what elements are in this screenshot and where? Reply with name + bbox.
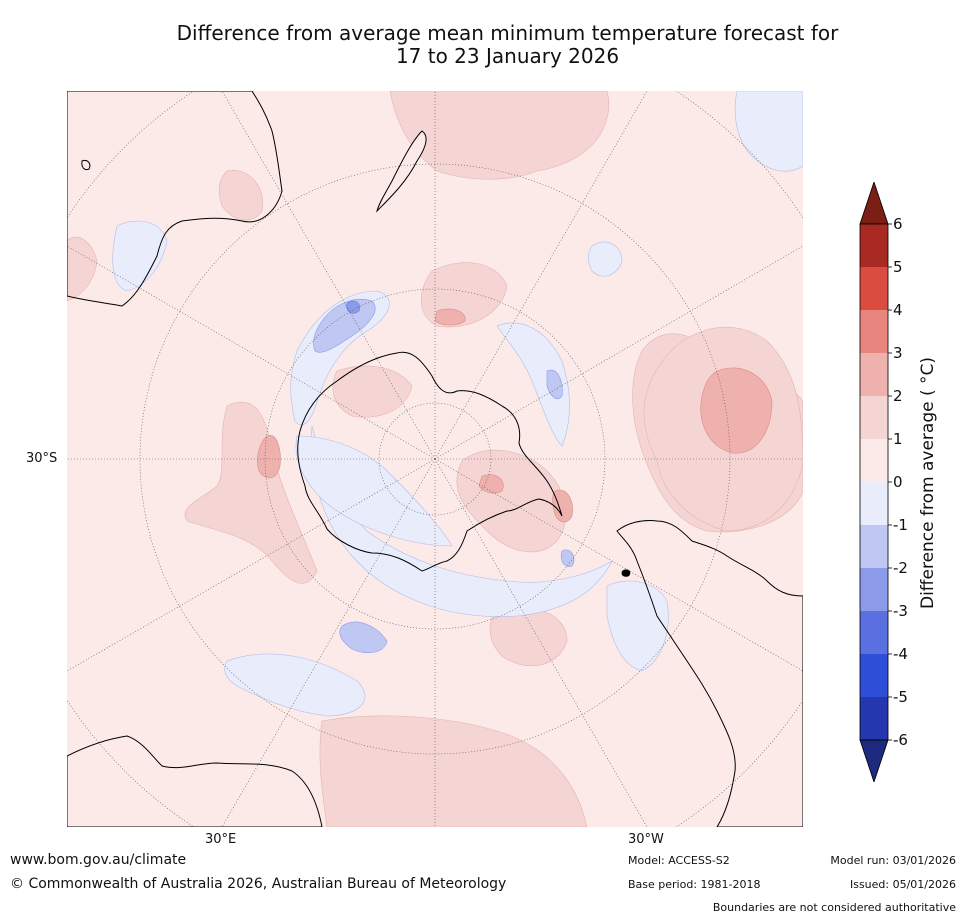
cool-core-south-pacific bbox=[560, 549, 575, 567]
colorbar-band-0-1 bbox=[860, 439, 888, 482]
colorbar bbox=[859, 182, 892, 782]
colorbar-band-3-4 bbox=[860, 310, 888, 353]
cool-anomaly-cores bbox=[313, 298, 575, 654]
colorbar-tick-label: -3 bbox=[893, 602, 908, 620]
longitude-lines bbox=[67, 91, 803, 827]
colorbar-band-4-5 bbox=[860, 267, 888, 310]
cool-core-indian-ocean bbox=[339, 621, 388, 654]
colorbar-tick-label: 5 bbox=[893, 258, 903, 276]
colorbar-tick-label: 1 bbox=[893, 430, 903, 448]
africa-coastline bbox=[67, 735, 323, 827]
colorbar-extend-min bbox=[859, 739, 889, 782]
colorbar-tick-label: 6 bbox=[893, 215, 903, 233]
colorbar-tick-label: -4 bbox=[893, 645, 908, 663]
cool-region-tasman bbox=[112, 220, 168, 292]
longitude-label-30w: 30°W bbox=[628, 832, 664, 847]
cool-core-ross-sea bbox=[313, 298, 376, 353]
colorbar-tick-label: 2 bbox=[893, 387, 903, 405]
colorbar-tick-label: 4 bbox=[893, 301, 903, 319]
colorbar-tick-label: -1 bbox=[893, 516, 908, 534]
footer-copyright: © Commonwealth of Australia 2026, Austra… bbox=[10, 876, 507, 892]
colorbar-tick-label: -5 bbox=[893, 688, 908, 706]
cool-region-pacific-east bbox=[587, 241, 623, 277]
colorbar-tick-label: 3 bbox=[893, 344, 903, 362]
cool-region-east-antarctica bbox=[295, 435, 453, 547]
footer-base-period: Base period: 1981-2018 bbox=[628, 878, 761, 891]
colorbar-band-m6-m5 bbox=[860, 697, 888, 740]
footer-website: www.bom.gov.au/climate bbox=[10, 852, 187, 868]
new-zealand-coastline bbox=[376, 130, 427, 213]
colorbar-band-m1-0 bbox=[860, 482, 888, 525]
south-america-coastline bbox=[616, 520, 803, 827]
chart-title-line-2: 17 to 23 January 2026 bbox=[395, 44, 620, 68]
warm-core-antarctic-peninsula bbox=[478, 474, 504, 494]
footer-disclaimer: Boundaries are not considered authoritat… bbox=[712, 901, 956, 914]
falkland-islands bbox=[621, 569, 631, 577]
longitude-label-30e: 30°E bbox=[205, 832, 237, 847]
footer-issued: Issued: 05/01/2026 bbox=[849, 878, 956, 891]
warm-core-south-atlantic bbox=[700, 367, 773, 454]
colorbar-band-m4-m3 bbox=[860, 611, 888, 654]
chart-title-line-1: Difference from average mean minimum tem… bbox=[176, 21, 839, 45]
cool-anomaly-strong bbox=[346, 300, 360, 314]
colorbar-band-2-3 bbox=[860, 353, 888, 396]
footer-model: Model: ACCESS-S2 bbox=[628, 854, 730, 867]
warm-region-tasman bbox=[218, 169, 264, 221]
colorbar-tick-label: -6 bbox=[893, 731, 908, 749]
warm-core-pacific bbox=[434, 308, 466, 326]
cool-core-weddell bbox=[546, 369, 563, 400]
cool-region-weddell-arc bbox=[496, 322, 570, 447]
colorbar-band-m5-m4 bbox=[860, 654, 888, 697]
warm-region-west-edge bbox=[67, 236, 98, 302]
colorbar-tick-label: -2 bbox=[893, 559, 908, 577]
warm-core-weddell bbox=[552, 489, 573, 523]
colorbar-tick-marks bbox=[888, 223, 892, 741]
colorbar-extend-max bbox=[859, 182, 889, 225]
warm-region-ross bbox=[332, 365, 413, 418]
colorbar-band-m2-m1 bbox=[860, 525, 888, 568]
latitude-label-30s: 30°S bbox=[26, 451, 58, 466]
footer-model-run: Model run: 03/01/2026 bbox=[830, 854, 956, 867]
anomaly-map bbox=[67, 91, 803, 827]
cool-region-north-atlantic bbox=[734, 91, 803, 172]
colorbar-band-m3-m2 bbox=[860, 568, 888, 611]
antarctica-coastline bbox=[297, 351, 563, 572]
cool-strong-ross-sea bbox=[346, 300, 360, 314]
warm-anomaly-cores bbox=[257, 308, 773, 523]
warm-core-southern-ocean bbox=[257, 434, 281, 479]
colorbar-band-5-6 bbox=[860, 224, 888, 267]
warm-region-south-indian bbox=[319, 715, 588, 827]
colorbar-axis-label: Difference from average ( °C) bbox=[918, 356, 938, 610]
cool-region-indian-ocean bbox=[224, 653, 366, 717]
colorbar-tick-label: 0 bbox=[893, 473, 903, 491]
australia-coastline bbox=[67, 91, 283, 307]
colorbar-band-1-2 bbox=[860, 396, 888, 439]
tasmania-coastline bbox=[81, 160, 91, 171]
